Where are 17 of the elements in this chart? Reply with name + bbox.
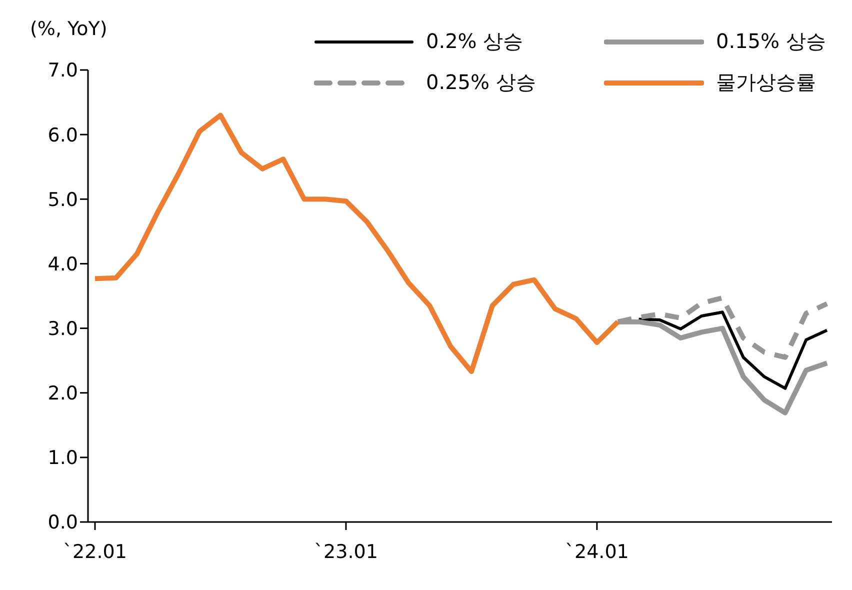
y-tick-label: 7.0 (48, 60, 78, 82)
x-tick-label: `22.01 (63, 541, 127, 563)
legend-label: 0.2% 상승 (426, 28, 524, 55)
y-tick-label: 0.0 (48, 512, 78, 534)
y-tick-label: 5.0 (48, 188, 78, 211)
y-tick-label: 6.0 (48, 124, 78, 146)
x-tick-label: `24.01 (564, 541, 629, 563)
x-tick-label: `23.01 (314, 541, 378, 563)
legend-label: 물가상승률 (716, 69, 816, 96)
y-axis-title: (%, YoY) (30, 18, 108, 40)
legend-label: 0.15% 상승 (716, 28, 826, 55)
y-tick-label: 4.0 (48, 253, 78, 276)
legend-label: 0.25% 상승 (426, 69, 536, 96)
y-tick-label: 2.0 (48, 382, 78, 405)
line-series (637, 310, 828, 390)
y-tick-label: 3.0 (48, 318, 78, 340)
y-tick-label: 1.0 (48, 447, 78, 470)
